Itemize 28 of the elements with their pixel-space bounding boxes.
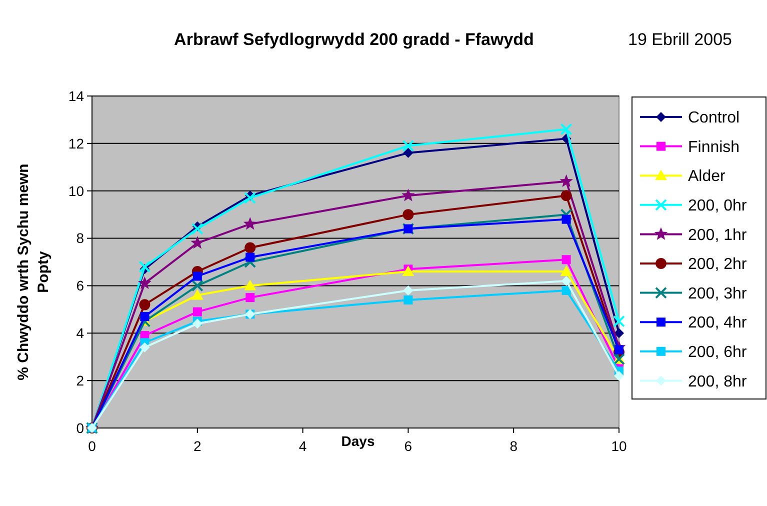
y-tick-label: 2 [76,372,84,388]
y-tick-label: 0 [76,420,84,436]
x-tick-label: 0 [88,438,96,454]
x-tick-label: 8 [510,438,518,454]
y-tick-label: 12 [68,135,84,152]
legend-label: 200, 4hr [688,314,748,332]
legend-label: 200, 2hr [688,256,748,274]
x-tick-label: 10 [611,438,627,454]
x-tick-label: 2 [194,438,202,454]
y-tick-label: 8 [76,230,84,246]
x-axis-title: Days [341,433,375,449]
legend-label: 200, 6hr [688,344,748,361]
legend-label: 200, 1hr [688,226,748,244]
x-tick-label: 4 [298,438,307,454]
legend-label: Control [688,110,740,127]
legend-label: 200, 0hr [688,198,748,214]
y-axis-title: % Chwyddo wrth Sychu mewn Popty [15,164,52,380]
y-tick-label: 4 [76,325,84,342]
legend-label: 200, 8hr [688,373,748,390]
legend-label: 200, 3hr [688,285,748,302]
y-tick-label: 6 [76,278,84,294]
legend-label: Alder [688,168,726,186]
legend-label: Finnish [688,138,740,156]
text: 19 Ebrill 2005 [628,30,732,49]
chart-title: Arbrawf Sefydlogrwydd 200 gradd - Ffawydd [174,30,534,49]
y-tick-label: 10 [68,182,84,199]
y-tick-label: 14 [68,88,84,104]
x-tick-label: 6 [404,438,412,454]
